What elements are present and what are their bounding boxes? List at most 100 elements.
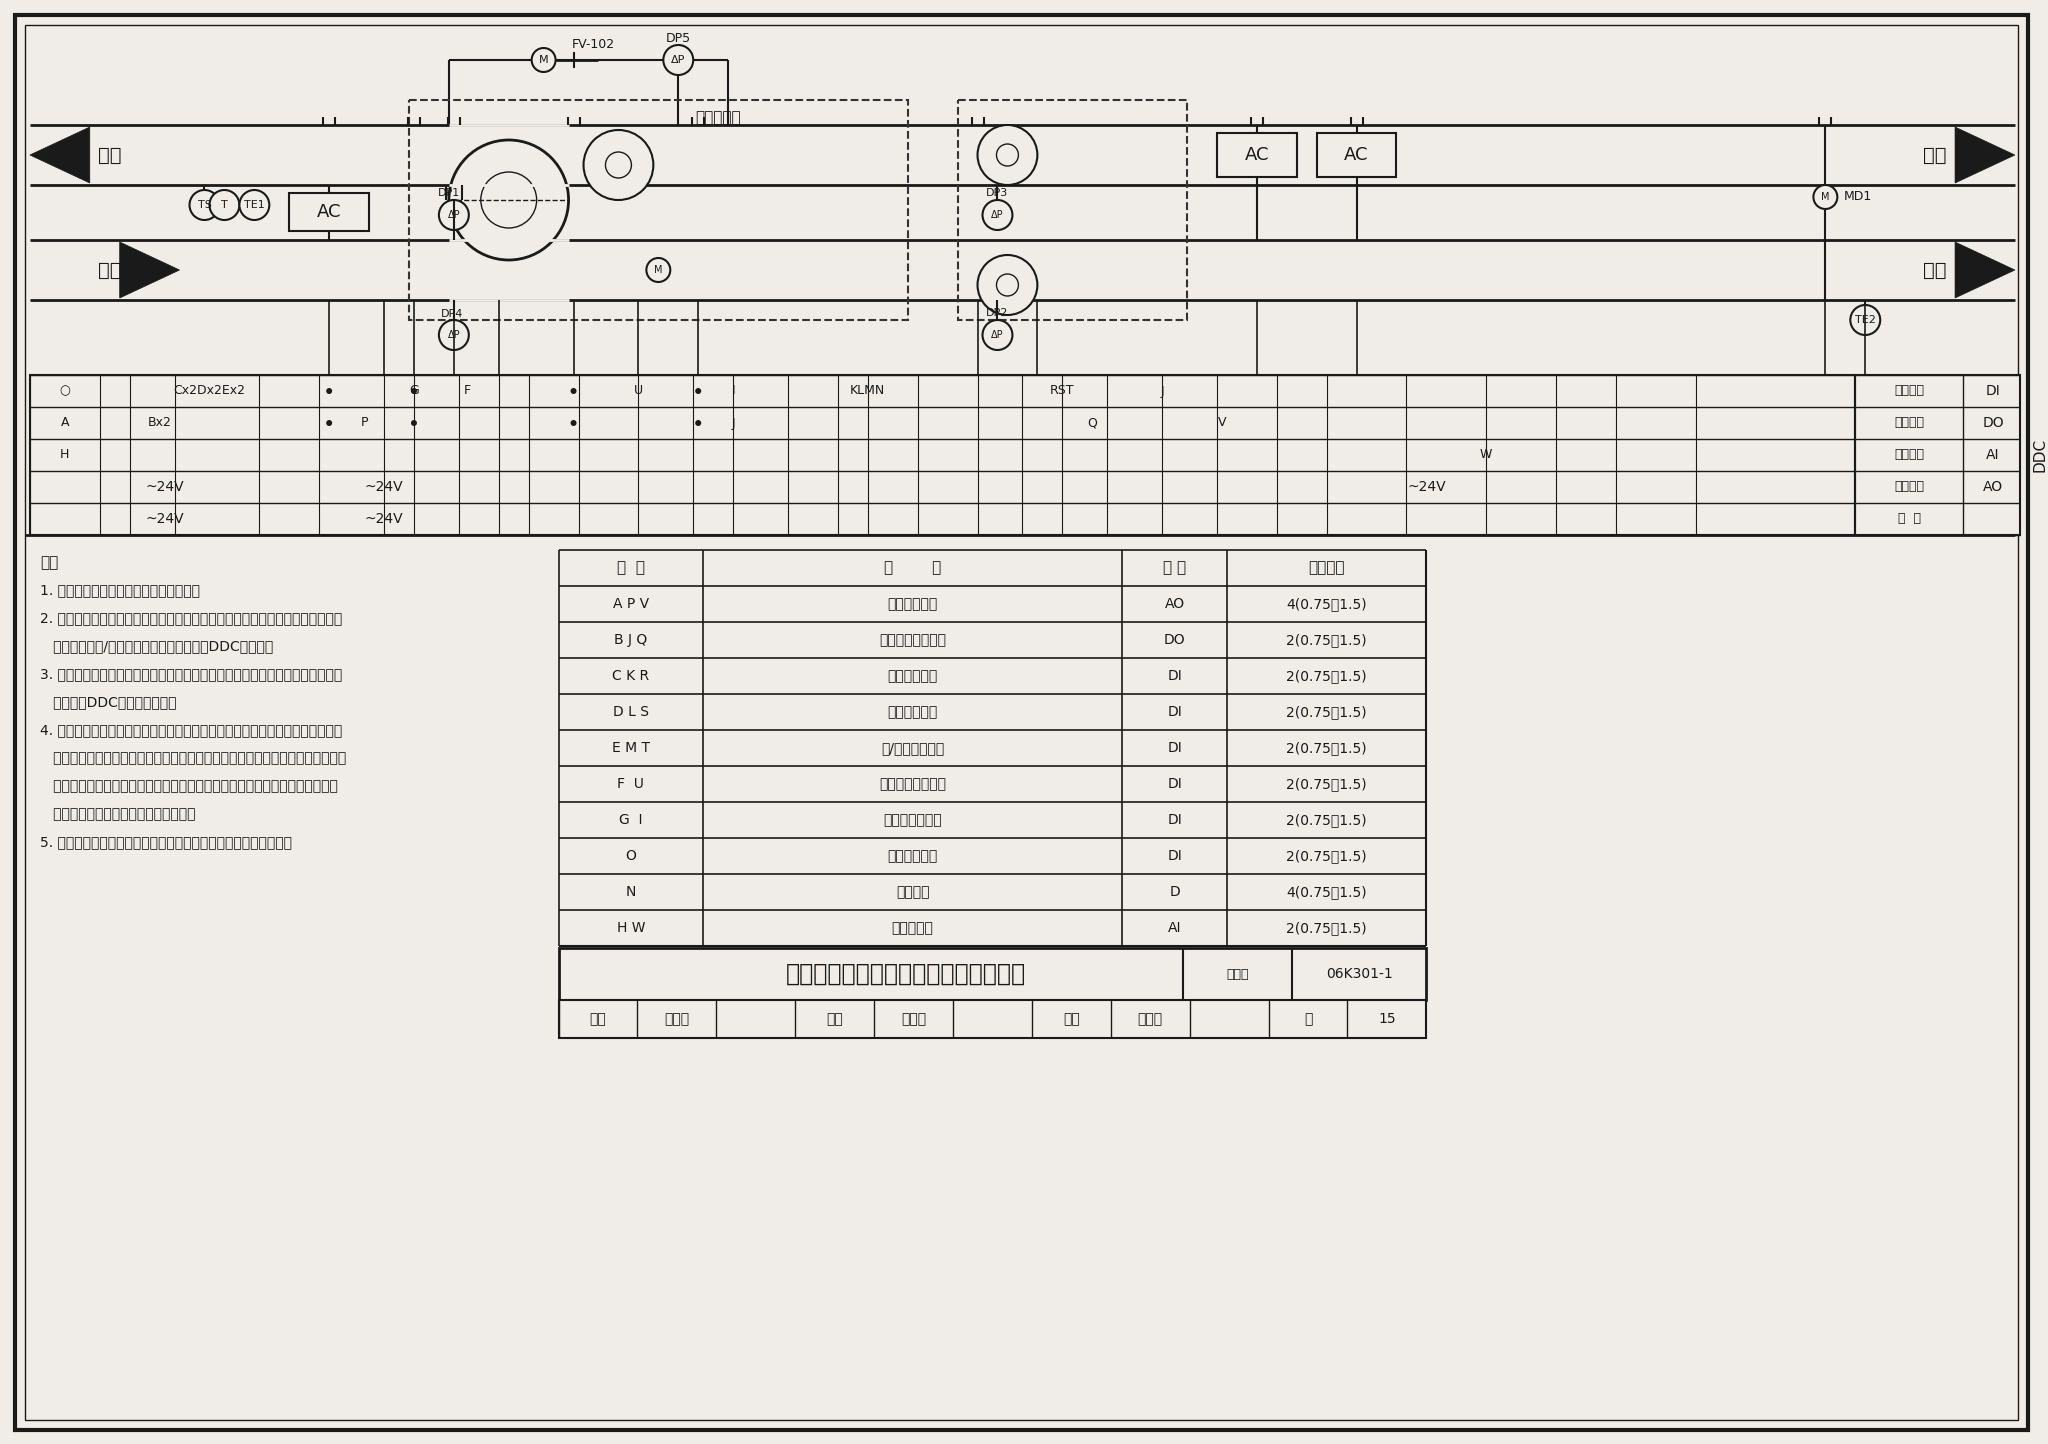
Text: O: O [625,849,637,864]
Text: 2(0.75～1.5): 2(0.75～1.5) [1286,705,1366,719]
Text: 审核: 审核 [590,1012,606,1027]
Text: P: P [360,416,369,429]
Circle shape [326,388,332,394]
Text: TE2: TE2 [1855,315,1876,325]
Circle shape [694,388,700,394]
Text: AI: AI [1987,448,1999,462]
Polygon shape [31,127,90,183]
Text: 差低于设定值时，故障报警并停机。过滤器两侧压差高于设定值时，自动报警。: 差低于设定值时，故障报警并停机。过滤器两侧压差高于设定值时，自动报警。 [39,751,346,765]
Text: 焓差小于设定值时，自动开启旁通阀。: 焓差小于设定值时，自动开启旁通阀。 [39,807,195,822]
Text: DP5: DP5 [666,32,690,45]
Bar [559,1001,1425,1038]
Bar [289,193,369,231]
Circle shape [412,420,418,426]
Text: C K R: C K R [612,669,649,683]
Text: DI: DI [1987,384,2001,399]
Text: Bx2: Bx2 [147,416,172,429]
Text: 工作状态信号: 工作状态信号 [887,669,938,683]
Polygon shape [371,126,408,155]
Text: 秦长辉: 秦长辉 [901,1012,926,1027]
Text: J: J [1161,384,1163,397]
Text: V: V [1219,416,1227,429]
Circle shape [532,48,555,72]
Text: ΔP: ΔP [991,331,1004,339]
Circle shape [997,274,1018,296]
Text: 06K301-1: 06K301-1 [1325,967,1393,980]
Text: DI: DI [1167,669,1182,683]
Text: 3. 控制方法：送风温度是通过电动风阀的开关来保证其设定值的。根据排定的工: 3. 控制方法：送风温度是通过电动风阀的开关来保证其设定值的。根据排定的工 [39,667,342,682]
Circle shape [209,191,240,219]
Text: DP4: DP4 [440,309,463,319]
Text: ΔP: ΔP [449,209,461,219]
Text: 15: 15 [1378,1012,1397,1027]
Text: G: G [410,384,420,397]
Text: DI: DI [1167,741,1182,755]
Text: M: M [539,55,549,65]
Text: J: J [731,416,735,429]
Text: AC: AC [1343,146,1368,165]
Text: U: U [633,384,643,397]
Text: FV-102: FV-102 [571,39,614,52]
Circle shape [438,321,469,349]
Text: 2(0.75～1.5): 2(0.75～1.5) [1286,813,1366,827]
Text: DDC: DDC [2032,438,2048,472]
Circle shape [983,321,1012,349]
Text: DP3: DP3 [987,188,1008,198]
Text: T: T [221,201,227,209]
Circle shape [412,388,418,394]
Text: H W: H W [616,921,645,936]
Text: Q: Q [1087,416,1098,429]
Text: KLMN: KLMN [850,384,885,397]
Polygon shape [119,243,180,297]
Text: Cx2Dx2Ex2: Cx2Dx2Ex2 [174,384,246,397]
Text: M: M [1821,192,1829,202]
Polygon shape [924,243,952,270]
Text: 4(0.75～1.5): 4(0.75～1.5) [1286,596,1366,611]
Circle shape [606,152,631,178]
Text: ~24V: ~24V [365,479,403,494]
Text: 4. 联锁及保护：风机及转轮电机启停、风阀联动开闭。风机启动以后，其两侧压: 4. 联锁及保护：风机及转轮电机启停、风阀联动开闭。风机启动以后，其两侧压 [39,723,342,736]
Text: 状 态: 状 态 [1163,560,1186,576]
Text: 李运学: 李运学 [664,1012,690,1027]
Circle shape [571,388,578,394]
Text: 导线规格: 导线规格 [1309,560,1346,576]
Text: 过滤器堵塞信号: 过滤器堵塞信号 [883,813,942,827]
Text: 带旁通系统控制互连接线图（转轮式）: 带旁通系统控制互连接线图（转轮式） [786,962,1026,986]
Text: 1. 控制对象：电动开关风阀。风机启停。: 1. 控制对象：电动开关风阀。风机启停。 [39,583,201,596]
Text: ΔP: ΔP [991,209,1004,219]
Polygon shape [1956,127,2015,183]
Text: 5. 外置过滤器设于新风、排风总管时，旁通管路的过滤器可不设。: 5. 外置过滤器设于新风、排风总管时，旁通管路的过滤器可不设。 [39,835,293,849]
Polygon shape [924,270,952,297]
Text: AO: AO [1165,596,1184,611]
Text: 数字输入: 数字输入 [1894,384,1925,397]
Circle shape [190,191,219,219]
Text: 故障状态信号: 故障状态信号 [887,705,938,719]
Text: 变频控制: 变频控制 [895,885,930,900]
Text: B J Q: B J Q [614,632,647,647]
Text: ~24V: ~24V [365,513,403,526]
Bar [559,949,1425,1001]
Text: 新风换气机: 新风换气机 [696,111,741,126]
Text: 代  号: 代 号 [616,560,645,576]
Text: 校对: 校对 [825,1012,844,1027]
Text: AI: AI [1167,921,1182,936]
Text: E M T: E M T [612,741,649,755]
Text: 电动开关风阀: 电动开关风阀 [887,596,938,611]
Circle shape [449,140,569,260]
Text: 电  源: 电 源 [1898,513,1921,526]
Bar [1855,375,2019,534]
Text: AC: AC [317,204,342,221]
Text: 手/自动转换信号: 手/自动转换信号 [881,741,944,755]
Text: DI: DI [1167,849,1182,864]
Bar [31,375,1855,534]
Text: ~24V: ~24V [1407,479,1446,494]
Text: DI: DI [1167,813,1182,827]
Circle shape [664,45,692,75]
Circle shape [977,126,1038,185]
Text: 2(0.75～1.5): 2(0.75～1.5) [1286,669,1366,683]
Circle shape [997,144,1018,166]
Text: DI: DI [1167,777,1182,791]
Text: DP1: DP1 [438,188,461,198]
Polygon shape [371,240,408,270]
Text: 2(0.75～1.5): 2(0.75～1.5) [1286,632,1366,647]
